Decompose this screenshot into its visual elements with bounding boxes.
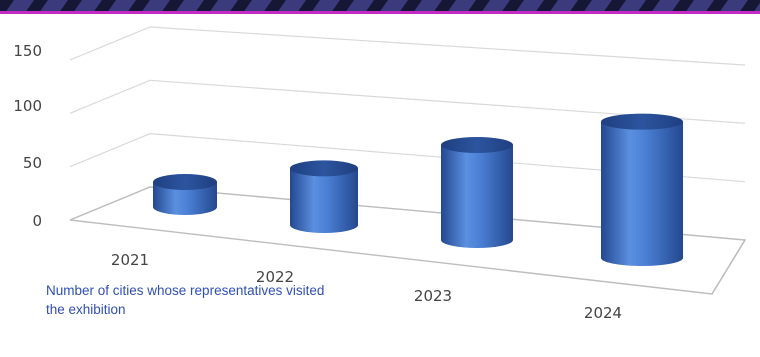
- y-tick-label: 0: [32, 212, 42, 230]
- chart-caption: Number of cities whose representatives v…: [46, 281, 336, 319]
- bar-cylinder: [601, 114, 683, 266]
- x-category-label: 2021: [111, 251, 149, 269]
- floor-edge: [712, 240, 745, 294]
- y-tick-label: 100: [13, 97, 42, 115]
- bar-body: [601, 122, 683, 266]
- gridline: [70, 27, 745, 65]
- x-category-label: 2024: [584, 304, 622, 322]
- bar-top: [153, 174, 217, 190]
- bar-top: [601, 114, 683, 130]
- bar-top: [441, 137, 513, 153]
- y-tick-label: 50: [23, 154, 42, 172]
- bar-cylinder: [290, 160, 358, 233]
- bars: [153, 114, 683, 266]
- y-tick-label: 150: [13, 42, 42, 60]
- bar-cylinder: [153, 174, 217, 215]
- bar-body: [441, 145, 513, 248]
- bar-cylinder: [441, 137, 513, 248]
- bar-body: [290, 168, 358, 233]
- x-category-label: 2023: [414, 287, 452, 305]
- bar-top: [290, 160, 358, 176]
